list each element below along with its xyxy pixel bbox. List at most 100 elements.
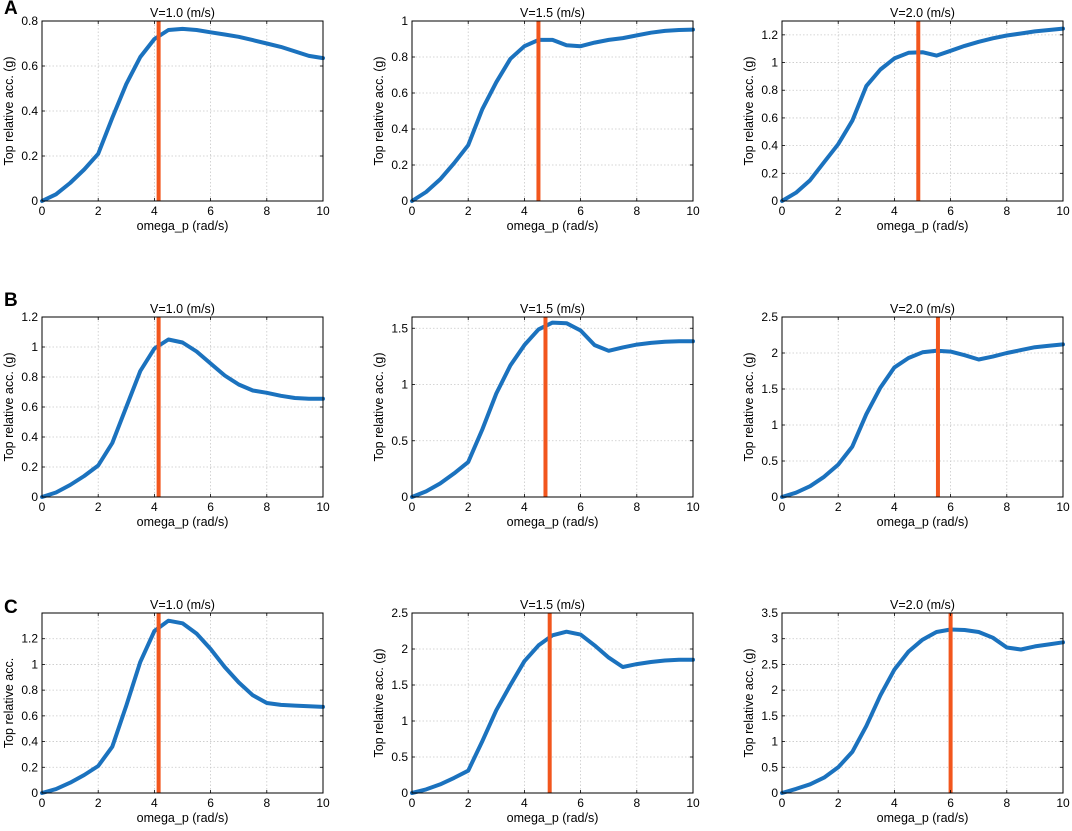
chart-7-y-axis-label: Top relative acc. [2, 658, 16, 748]
chart-1-y-tick-label: 0.4 [21, 104, 38, 118]
chart-9-x-tick-label: 4 [891, 796, 898, 810]
chart-1-y-tick-label: 0.8 [21, 14, 38, 28]
chart-8-x-tick-label: 4 [521, 796, 528, 810]
chart-7-y-tick-label: 0.6 [21, 709, 38, 723]
chart-4-y-axis-label: Top relative acc. (g) [2, 352, 16, 461]
chart-4-y-tick-label: 0.2 [21, 460, 38, 474]
chart-3-y-tick-label: 1 [771, 56, 778, 70]
chart-6-y-tick-label: 1 [771, 418, 778, 432]
chart-8-y-tick-label: 1 [401, 714, 408, 728]
chart-9-x-tick-label: 2 [835, 796, 842, 810]
chart-8-x-tick-label: 2 [465, 796, 472, 810]
chart-2-y-tick-label: 1 [401, 14, 408, 28]
chart-6-x-tick-label: 6 [947, 500, 954, 514]
chart-2-title: V=1.5 (m/s) [520, 6, 585, 20]
chart-8-y-tick-label: 0.5 [391, 750, 408, 764]
chart-7-y-tick-label: 1 [31, 657, 38, 671]
chart-9-y-axis-label: Top relative acc. (g) [742, 648, 756, 757]
chart-2-x-tick-label: 2 [465, 204, 472, 218]
chart-9-title: V=2.0 (m/s) [890, 598, 955, 612]
chart-4-x-tick-label: 0 [39, 500, 46, 514]
chart-6-x-tick-label: 0 [779, 500, 786, 514]
chart-5-x-axis-label: omega_p (rad/s) [507, 515, 599, 529]
chart-5-y-tick-label: 0 [401, 490, 408, 504]
chart-1-y-tick-label: 0.2 [21, 149, 38, 163]
chart-1-y-axis-label: Top relative acc. (g) [2, 56, 16, 165]
chart-2-x-tick-label: 0 [409, 204, 416, 218]
chart-5-axes-box [411, 316, 694, 498]
chart-4-series-line [40, 337, 325, 499]
chart-4-x-tick-label: 4 [151, 500, 158, 514]
chart-7-series-line [40, 618, 325, 795]
chart-7-x-tick-label: 2 [95, 796, 102, 810]
chart-9-x-tick-label: 6 [947, 796, 954, 810]
chart-9-y-tick-label: 3.5 [761, 606, 778, 620]
chart-6-x-axis-label: omega_p (rad/s) [877, 515, 969, 529]
chart-4-y-tick-label: 0.6 [21, 400, 38, 414]
chart-6-x-tick-label: 2 [835, 500, 842, 514]
chart-3-x-tick-label: 4 [891, 204, 898, 218]
row-label-b: B [4, 290, 18, 311]
chart-9-x-tick-label: 0 [779, 796, 786, 810]
chart-4-y-tick-label: 1 [31, 340, 38, 354]
chart-2-x-tick-label: 10 [686, 204, 700, 218]
chart-9-y-tick-label: 2.5 [761, 657, 778, 671]
chart-8-y-tick-label: 0 [401, 786, 408, 800]
chart-7-y-tick-label: 0 [31, 786, 38, 800]
chart-3-x-axis-label: omega_p (rad/s) [877, 219, 969, 233]
row-label-a: A [4, 0, 18, 19]
chart-5-x-tick-label: 6 [577, 500, 584, 514]
chart-8-x-tick-label: 10 [686, 796, 700, 810]
chart-8-x-tick-label: 6 [577, 796, 584, 810]
chart-8-title: V=1.5 (m/s) [520, 598, 585, 612]
chart-5-y-tick-label: 1.5 [391, 321, 408, 335]
chart-9-y-tick-label: 0.5 [761, 760, 778, 774]
chart-5-title: V=1.5 (m/s) [520, 302, 585, 316]
chart-9-y-tick-label: 1 [771, 735, 778, 749]
chart-2-x-tick-label: 4 [521, 204, 528, 218]
chart-2-x-axis-label: omega_p (rad/s) [507, 219, 599, 233]
chart-7-axes-box [41, 612, 324, 794]
chart-1-title: V=1.0 (m/s) [150, 6, 215, 20]
chart-9-y-tick-label: 1.5 [761, 709, 778, 723]
chart-9-y-tick-label: 0 [771, 786, 778, 800]
chart-1-series-line [40, 26, 325, 203]
chart-8-y-tick-label: 1.5 [391, 678, 408, 692]
chart-7-y-tick-label: 0.4 [21, 735, 38, 749]
chart-3-x-tick-label: 2 [835, 204, 842, 218]
chart-6-y-tick-label: 1.5 [761, 382, 778, 396]
chart-1-x-tick-label: 4 [151, 204, 158, 218]
chart-7-x-tick-label: 6 [207, 796, 214, 810]
chart-3-y-tick-label: 0 [771, 194, 778, 208]
chart-9-axes-box [781, 612, 1064, 794]
chart-4-y-tick-label: 0.4 [21, 430, 38, 444]
chart-8-y-tick-label: 2 [401, 642, 408, 656]
chart-9-y-tick-label: 2 [771, 683, 778, 697]
chart-8-series-line [410, 629, 695, 795]
chart-4-x-tick-label: 10 [316, 500, 330, 514]
chart-8-y-axis-label: Top relative acc. (g) [372, 648, 386, 757]
chart-2-y-axis-label: Top relative acc. (g) [372, 56, 386, 165]
chart-7-title: V=1.0 (m/s) [150, 598, 215, 612]
chart-1-x-tick-label: 6 [207, 204, 214, 218]
chart-3-x-tick-label: 0 [779, 204, 786, 218]
chart-6-series-line [780, 342, 1065, 499]
chart-4-x-tick-label: 8 [263, 500, 270, 514]
chart-4-x-tick-label: 2 [95, 500, 102, 514]
chart-2-axes-box [411, 20, 694, 202]
chart-1-x-tick-label: 0 [39, 204, 46, 218]
chart-2-y-tick-label: 0.8 [391, 50, 408, 64]
chart-3-y-tick-label: 0.2 [761, 166, 778, 180]
chart-5-series-line [410, 320, 695, 499]
chart-5-x-tick-label: 10 [686, 500, 700, 514]
chart-2-y-tick-label: 0.2 [391, 158, 408, 172]
chart-3-x-tick-label: 8 [1003, 204, 1010, 218]
chart-7-x-tick-label: 0 [39, 796, 46, 810]
chart-4-y-tick-label: 1.2 [21, 310, 38, 324]
chart-4-y-tick-label: 0 [31, 490, 38, 504]
chart-6-y-tick-label: 0 [771, 490, 778, 504]
chart-7-y-tick-label: 1.2 [21, 632, 38, 646]
chart-7-y-tick-label: 0.8 [21, 683, 38, 697]
chart-2-y-tick-label: 0.6 [391, 86, 408, 100]
